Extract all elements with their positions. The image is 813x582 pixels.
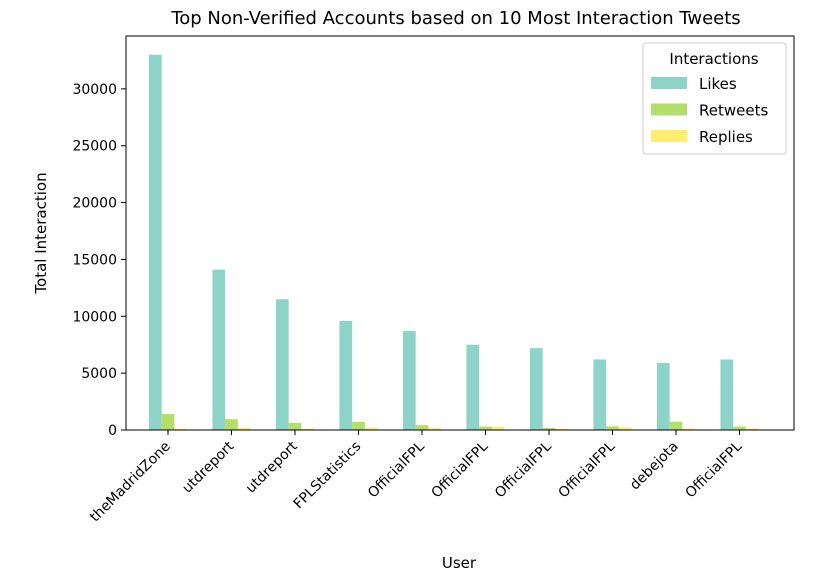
bar-likes-7: [593, 359, 607, 430]
bar-retweets-5: [479, 426, 492, 430]
bar-retweets-8: [669, 421, 683, 430]
legend-label-replies: Replies: [699, 128, 753, 146]
bar-likes-9: [720, 359, 734, 430]
legend-swatch-retweets: [651, 103, 687, 116]
bar-replies-5: [491, 427, 505, 430]
x-tick-label: utdreport: [243, 438, 301, 496]
bar-retweets-7: [606, 426, 619, 430]
legend-frame: [642, 42, 787, 155]
legend-label-likes: Likes: [699, 75, 737, 93]
y-tick-label: 5000: [81, 366, 117, 382]
bar-replies-7: [618, 427, 632, 430]
bar-retweets-1: [225, 419, 238, 430]
bar-replies-2: [301, 428, 315, 430]
legend: Interactions Likes Retweets Replies: [642, 42, 787, 155]
y-tick-label: 20000: [72, 196, 117, 212]
bar-likes-6: [529, 348, 543, 430]
x-tick-label: OfficialFPL: [682, 438, 745, 501]
bar-replies-3: [364, 427, 378, 430]
y-tick-label: 15000: [72, 252, 117, 268]
legend-label-retweets: Retweets: [699, 102, 768, 120]
legend-swatch-replies: [651, 130, 687, 142]
plot-frame: [125, 35, 795, 431]
x-tick-label: OfficialFPL: [365, 438, 428, 501]
x-axis: theMadridZone utdreport utdreportFPLStatis…: [87, 430, 745, 525]
bar-likes-5: [466, 344, 480, 430]
x-tick-label: utdreport: [179, 438, 237, 496]
x-tick-label: OfficialFPL: [492, 438, 555, 501]
bar-retweets-6: [542, 427, 556, 430]
bar-retweets-0: [161, 414, 175, 430]
bar-replies-6: [555, 428, 569, 430]
bar-likes-0: [148, 54, 162, 430]
x-tick-label: debejota: [627, 439, 682, 494]
x-tick-label: theMadridZone: [87, 439, 174, 526]
x-tick-label: OfficialFPL: [428, 438, 491, 501]
y-tick-label: 30000: [72, 82, 117, 98]
x-tick-label: OfficialFPL: [555, 438, 618, 501]
bar-retweets-9: [733, 426, 746, 430]
bar-retweets-4: [415, 425, 429, 430]
bar-replies-1: [237, 427, 251, 430]
bar-replies-9: [745, 428, 759, 430]
y-tick-label: 0: [108, 423, 117, 439]
legend-swatch-likes: [651, 77, 687, 89]
y-axis-label: Total Interaction: [32, 172, 50, 294]
bar-likes-1: [212, 269, 226, 430]
bar-likes-4: [402, 331, 416, 430]
y-tick-label: 10000: [72, 309, 117, 325]
y-tick-label: 25000: [72, 139, 117, 155]
bar-replies-8: [682, 428, 696, 430]
bar-replies-4: [428, 428, 442, 430]
y-axis: 0 5000 10000 15000 20000 25000 30000: [72, 82, 126, 439]
bar-replies-0: [174, 428, 188, 430]
chart-title: Top Non-Verified Accounts based on 10 Mo…: [170, 8, 740, 29]
legend-title: Interactions: [669, 50, 758, 68]
bar-likes-3: [339, 320, 353, 430]
bar-likes-8: [656, 362, 670, 430]
bars-layer: [148, 54, 759, 430]
bar-retweets-3: [352, 421, 365, 430]
x-tick-label: FPLStatistics: [291, 439, 365, 513]
x-axis-label: User: [442, 554, 477, 572]
bar-retweets-2: [288, 422, 302, 430]
bar-likes-2: [275, 299, 289, 430]
